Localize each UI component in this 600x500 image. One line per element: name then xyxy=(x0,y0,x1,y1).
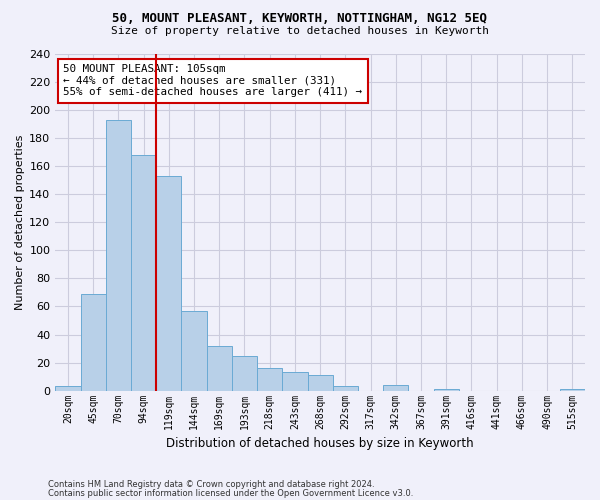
Y-axis label: Number of detached properties: Number of detached properties xyxy=(15,134,25,310)
Text: Contains HM Land Registry data © Crown copyright and database right 2024.: Contains HM Land Registry data © Crown c… xyxy=(48,480,374,489)
Bar xyxy=(80,294,106,390)
Bar xyxy=(308,375,333,390)
Bar xyxy=(131,155,156,390)
Bar xyxy=(232,356,257,390)
Bar xyxy=(55,386,80,390)
Bar xyxy=(106,120,131,390)
Text: 50 MOUNT PLEASANT: 105sqm
← 44% of detached houses are smaller (331)
55% of semi: 50 MOUNT PLEASANT: 105sqm ← 44% of detac… xyxy=(63,64,362,98)
Bar xyxy=(434,389,459,390)
Bar xyxy=(156,176,181,390)
X-axis label: Distribution of detached houses by size in Keyworth: Distribution of detached houses by size … xyxy=(166,437,474,450)
Text: Contains public sector information licensed under the Open Government Licence v3: Contains public sector information licen… xyxy=(48,488,413,498)
Text: Size of property relative to detached houses in Keyworth: Size of property relative to detached ho… xyxy=(111,26,489,36)
Bar xyxy=(257,368,283,390)
Bar xyxy=(181,310,206,390)
Bar xyxy=(560,389,585,390)
Bar xyxy=(206,346,232,391)
Bar xyxy=(383,385,409,390)
Text: 50, MOUNT PLEASANT, KEYWORTH, NOTTINGHAM, NG12 5EQ: 50, MOUNT PLEASANT, KEYWORTH, NOTTINGHAM… xyxy=(113,12,487,26)
Bar xyxy=(333,386,358,390)
Bar xyxy=(283,372,308,390)
